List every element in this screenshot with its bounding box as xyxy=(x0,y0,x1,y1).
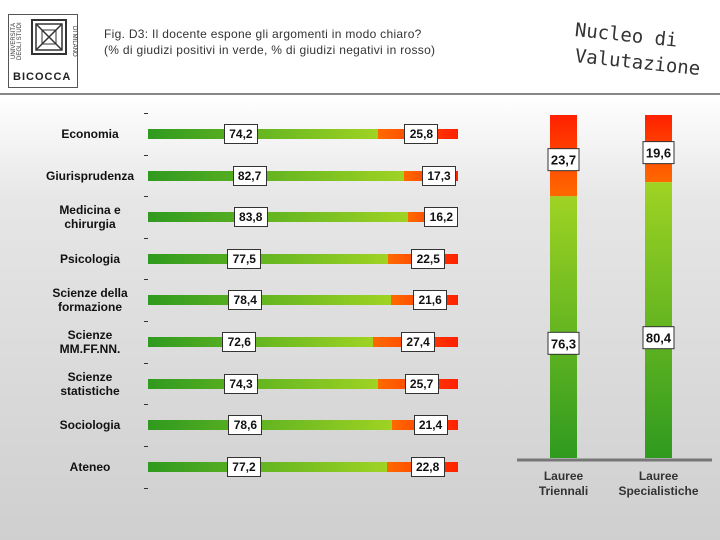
vbar-positive xyxy=(550,196,577,458)
bar-positive xyxy=(148,378,379,389)
value-label-positive: 77,2 xyxy=(226,456,261,477)
value-label-negative: 25,8 xyxy=(404,124,439,144)
value-label-negative: 22,5 xyxy=(411,248,446,269)
vbar-category-label: Specialistiche xyxy=(618,484,698,498)
category-label: Ateneo xyxy=(69,459,111,474)
svg-text:19,6: 19,6 xyxy=(646,146,671,161)
category-label: Psicologia xyxy=(59,251,121,266)
value-label-positive: 83,8 xyxy=(233,207,268,228)
value-label-positive: 78,6 xyxy=(228,415,263,436)
value-label-negative: 17,3 xyxy=(422,165,457,186)
university-logo: UNIVERSITÀ DEGLI STUDI DI MILANO BICOCCA xyxy=(8,14,78,88)
value-label-negative: 22,8 xyxy=(410,456,445,477)
svg-text:23,7: 23,7 xyxy=(551,153,576,168)
logo-side-text-right: DI MILANO xyxy=(71,25,77,57)
axis-tick xyxy=(144,237,148,239)
logo-wordmark: BICOCCA xyxy=(13,71,72,83)
category-label: Scienze MM.FF.NN. xyxy=(59,328,121,356)
svg-text:76,3: 76,3 xyxy=(551,336,576,351)
bar-positive xyxy=(148,129,379,139)
bar-positive xyxy=(148,253,389,264)
axis-tick xyxy=(144,362,148,364)
axis-tick xyxy=(144,321,148,322)
category-label: Giurisprudenza xyxy=(45,168,134,183)
value-label-negative: 25,7 xyxy=(404,373,439,394)
value-label-positive: 74,2 xyxy=(223,124,258,144)
bar-positive xyxy=(148,420,392,431)
axis-tick xyxy=(144,196,148,198)
vbar-category-label: Lauree xyxy=(639,469,679,483)
axis-tick xyxy=(144,113,148,114)
bar-positive xyxy=(148,337,374,347)
header-divider xyxy=(0,93,720,95)
category-label: Scienze statistiche xyxy=(60,369,120,398)
value-label-negative: 21,6 xyxy=(413,290,448,311)
value-label-positive: 78,4 xyxy=(228,290,263,311)
vbar-label-positive: 80,4 xyxy=(642,326,675,350)
vbar-category-label: Lauree xyxy=(544,469,584,483)
category-label: Economia xyxy=(61,127,119,141)
logo-crest xyxy=(31,19,67,55)
bar-positive xyxy=(148,212,408,223)
axis-tick xyxy=(144,154,148,156)
axis-tick xyxy=(144,445,148,447)
bar-positive xyxy=(148,295,392,306)
value-label-negative: 16,2 xyxy=(424,207,459,228)
figure-title-line2: (% di giudizi positivi in verde, % di gi… xyxy=(104,43,436,57)
value-label-negative: 21,4 xyxy=(413,415,448,436)
category-label: Medicina e chirurgia xyxy=(59,203,121,232)
value-label-positive: 74,3 xyxy=(224,373,258,394)
svg-text:80,4: 80,4 xyxy=(646,331,672,346)
bar-positive xyxy=(148,170,405,181)
value-label-positive: 72,6 xyxy=(222,332,257,352)
vbar-label-negative: 23,7 xyxy=(547,148,580,172)
value-label-positive: 82,7 xyxy=(232,165,267,186)
axis-tick xyxy=(144,487,148,489)
axis-tick xyxy=(144,404,148,406)
category-label: Sociologia xyxy=(59,418,121,433)
vbar-label-negative: 19,6 xyxy=(642,141,675,165)
figure-title-line1: Fig. D3: Il docente espone gli argomenti… xyxy=(104,27,422,41)
value-label-negative: 27,4 xyxy=(401,332,436,352)
vbar-category-label: Triennali xyxy=(539,484,588,498)
bar-positive xyxy=(148,461,388,472)
vbar-label-positive: 76,3 xyxy=(547,331,580,355)
axis-tick xyxy=(144,279,148,281)
value-label-positive: 77,5 xyxy=(227,248,262,269)
figure-title: Fig. D3: Il docente espone gli argomenti… xyxy=(104,26,435,58)
category-label: Scienze della formazione xyxy=(52,286,128,315)
vbar-positive xyxy=(645,182,672,458)
